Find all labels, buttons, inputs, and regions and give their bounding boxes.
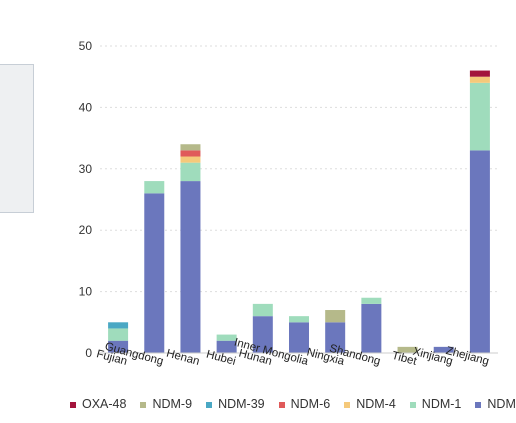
legend-item[interactable]: NDM-39 bbox=[206, 397, 265, 411]
legend-item[interactable]: NDM-1 bbox=[409, 397, 462, 411]
legend-item[interactable]: NDM-4 bbox=[344, 397, 396, 411]
grid-lines bbox=[100, 45, 498, 293]
bar-segment-ndm-4-henan[interactable] bbox=[180, 156, 201, 163]
y-tick-label: 50 bbox=[79, 39, 93, 53]
legend-item[interactable]: OXA-48 bbox=[70, 397, 126, 411]
legend-label: OXA-48 bbox=[82, 397, 127, 411]
legend-item[interactable]: NDM-9 bbox=[140, 397, 192, 411]
bar-segment-ndm-1-henan[interactable] bbox=[180, 162, 201, 182]
bar-segment-ndm--fujian[interactable] bbox=[108, 340, 129, 353]
bar-segment-ndm-1-shandong[interactable] bbox=[361, 297, 382, 304]
bar-segment-ndm-39-fujian[interactable] bbox=[108, 322, 129, 329]
bar-segment-ndm--hubei[interactable] bbox=[216, 340, 237, 353]
bar-segment-ndm-9-ningxia[interactable] bbox=[325, 310, 346, 323]
bar-segment-ndm--henan[interactable] bbox=[180, 181, 201, 353]
legend-item[interactable]: NDM-6 bbox=[278, 397, 331, 411]
legend-item[interactable]: NDM- bbox=[475, 397, 516, 411]
bar-segment-ndm-1-hunan[interactable] bbox=[252, 303, 273, 317]
bar-segment-ndm-1-guangdong[interactable] bbox=[144, 181, 165, 194]
legend-swatch bbox=[278, 401, 285, 408]
bar-segment-ndm--inner-mongolia[interactable] bbox=[289, 322, 309, 353]
bar-segment-ndm--guangdong[interactable] bbox=[144, 193, 165, 353]
map-fragment bbox=[0, 64, 34, 213]
legend-swatch bbox=[70, 401, 76, 408]
legend-label: NDM-39 bbox=[218, 397, 265, 411]
bar-segment-ndm-9-tibet[interactable] bbox=[397, 346, 418, 353]
y-tick-label: 10 bbox=[79, 285, 93, 299]
y-tick-label: 40 bbox=[79, 100, 93, 114]
legend-swatch bbox=[409, 401, 416, 408]
legend: OXA-48 NDM-9 NDM-39 NDM-6 NDM-4 NDM-1 NDM- bbox=[70, 397, 516, 411]
legend-swatch bbox=[140, 401, 147, 408]
bar-segment-ndm--ningxia[interactable] bbox=[325, 322, 346, 353]
bar-segment-ndm-1-zhejiang[interactable] bbox=[469, 82, 490, 151]
bar-segment-ndm--shandong[interactable] bbox=[361, 303, 382, 353]
bar-segment-ndm-1-inner-mongolia[interactable] bbox=[289, 316, 309, 323]
legend-swatch bbox=[344, 401, 351, 408]
legend-label: NDM- bbox=[487, 397, 516, 411]
y-tick-label: 0 bbox=[85, 346, 92, 360]
legend-label: NDM-9 bbox=[152, 397, 193, 411]
legend-swatch bbox=[206, 401, 213, 408]
y-axis: 0 10 20 30 40 50 bbox=[79, 39, 93, 360]
bar-segment-ndm--hunan[interactable] bbox=[252, 316, 273, 353]
legend-swatch bbox=[475, 401, 482, 408]
y-tick-label: 20 bbox=[79, 223, 93, 237]
bar-segment-ndm-6-henan[interactable] bbox=[180, 150, 201, 157]
bar-segment-ndm--zhejiang[interactable] bbox=[469, 150, 490, 353]
bar-segment-ndm-9-henan[interactable] bbox=[180, 144, 201, 151]
bar-segment-oxa-48-zhejiang[interactable] bbox=[469, 70, 490, 77]
bar-segment-ndm--xinjiang[interactable] bbox=[433, 346, 454, 353]
bar-segment-ndm-4-zhejiang[interactable] bbox=[469, 76, 490, 83]
legend-label: NDM-4 bbox=[356, 397, 396, 411]
bar-segment-ndm-1-hubei[interactable] bbox=[216, 334, 237, 341]
legend-label: NDM-1 bbox=[421, 397, 462, 411]
bar-segment-ndm-1-fujian[interactable] bbox=[108, 328, 129, 341]
y-tick-label: 30 bbox=[79, 162, 93, 176]
legend-label: NDM-6 bbox=[290, 397, 331, 411]
bars bbox=[108, 70, 490, 353]
